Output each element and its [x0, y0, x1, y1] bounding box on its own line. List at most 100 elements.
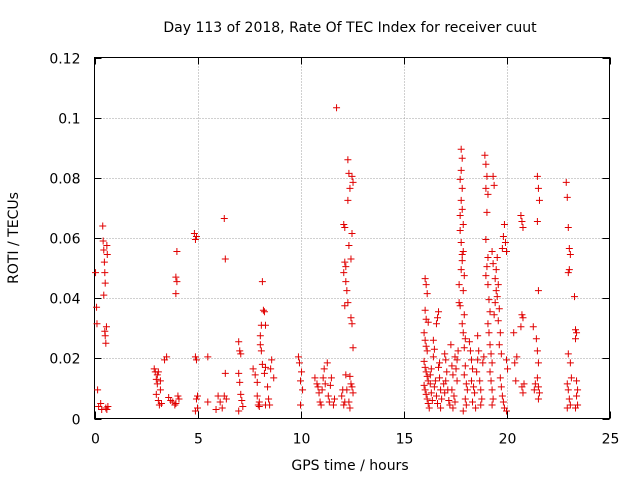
data-point — [153, 371, 161, 379]
data-point — [346, 184, 354, 192]
data-point — [447, 341, 455, 349]
data-point — [449, 371, 457, 379]
data-point — [475, 347, 483, 355]
data-point — [268, 356, 276, 364]
data-point — [573, 329, 581, 337]
plot-frame — [94, 57, 610, 419]
data-point — [442, 377, 450, 385]
data-point — [424, 399, 432, 407]
data-point — [348, 172, 356, 180]
data-point — [347, 255, 355, 263]
data-point — [347, 380, 355, 388]
y-tick-label: 0 — [72, 413, 81, 429]
data-point — [573, 392, 581, 400]
data-point — [344, 196, 352, 204]
data-point — [564, 223, 572, 231]
data-point — [103, 242, 111, 250]
data-point — [483, 208, 491, 216]
data-point — [458, 184, 466, 192]
data-point — [191, 236, 199, 244]
data-point — [441, 389, 449, 397]
data-point — [429, 353, 437, 361]
data-point — [320, 365, 328, 373]
data-point — [483, 263, 491, 271]
data-point — [100, 291, 108, 299]
data-point — [321, 380, 329, 388]
data-point — [473, 368, 481, 376]
data-point — [311, 374, 319, 382]
data-point — [349, 344, 357, 352]
data-point — [327, 374, 335, 382]
data-point — [489, 395, 497, 403]
data-point — [174, 392, 182, 400]
data-point — [493, 254, 501, 262]
data-point — [484, 190, 492, 198]
data-point — [429, 336, 437, 344]
data-point — [456, 302, 464, 310]
data-point — [428, 396, 436, 404]
y-tick-label: 0.1 — [58, 112, 80, 128]
data-point — [534, 395, 542, 403]
data-point — [466, 347, 474, 355]
data-point — [432, 392, 440, 400]
data-point — [534, 383, 542, 391]
data-point — [172, 399, 180, 407]
data-point — [150, 365, 158, 373]
data-point — [570, 293, 578, 301]
data-point — [256, 341, 264, 349]
data-point — [443, 368, 451, 376]
data-point — [484, 281, 492, 289]
data-point — [253, 392, 261, 400]
data-point — [340, 269, 348, 277]
data-point — [221, 369, 229, 377]
data-point — [315, 389, 323, 397]
data-point — [483, 172, 491, 180]
data-point — [340, 401, 348, 409]
data-point — [173, 278, 181, 286]
data-point — [436, 374, 444, 382]
data-point — [343, 287, 351, 295]
data-point — [319, 374, 327, 382]
data-point — [445, 396, 453, 404]
data-point — [102, 323, 110, 331]
data-point — [480, 353, 488, 361]
data-point — [435, 363, 443, 371]
data-points — [92, 104, 582, 415]
y-tick-label: 0.02 — [49, 352, 80, 368]
data-point — [486, 308, 494, 316]
data-point — [469, 398, 477, 406]
data-point — [297, 377, 304, 385]
data-point — [426, 371, 434, 379]
data-point — [421, 386, 429, 394]
data-point — [471, 389, 479, 397]
data-point — [461, 362, 469, 370]
data-point — [477, 401, 485, 409]
data-point — [477, 386, 485, 394]
data-point — [349, 178, 357, 186]
data-point — [574, 386, 582, 394]
data-point — [438, 395, 446, 403]
data-point — [533, 374, 541, 382]
data-point — [422, 368, 430, 376]
data-point — [259, 306, 267, 314]
data-point — [218, 404, 226, 412]
data-point — [534, 359, 542, 367]
data-point — [100, 246, 108, 254]
data-point — [486, 368, 494, 376]
data-point — [488, 386, 496, 394]
data-point — [489, 172, 497, 180]
data-point — [173, 248, 181, 256]
data-point — [153, 380, 161, 388]
data-point — [238, 396, 246, 404]
data-point — [421, 336, 429, 344]
data-point — [565, 266, 573, 274]
data-point — [472, 404, 480, 412]
data-point — [496, 329, 504, 337]
data-point — [564, 269, 572, 277]
data-point — [254, 401, 262, 409]
data-point — [454, 347, 462, 355]
data-point — [297, 401, 304, 409]
data-point — [348, 383, 356, 391]
data-point — [204, 398, 212, 406]
data-point — [435, 308, 443, 316]
